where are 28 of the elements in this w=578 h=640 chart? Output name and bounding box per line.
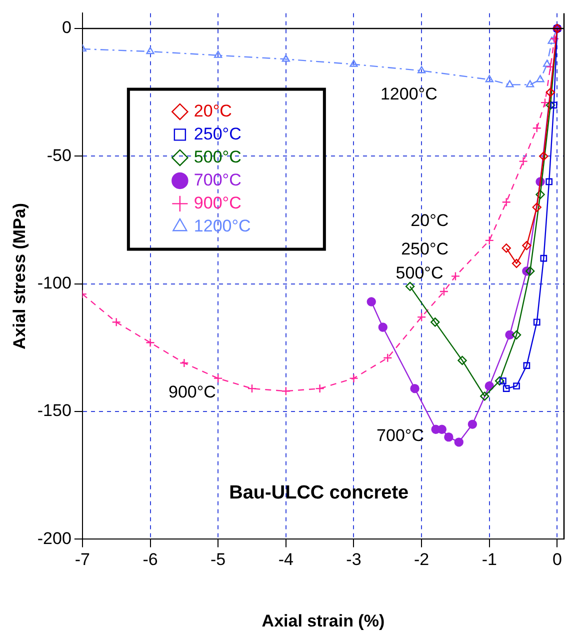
x-tick-label: -3 bbox=[346, 550, 362, 570]
y-axis-title: Axial stress (MPa) bbox=[10, 202, 29, 350]
legend-label: 700°C bbox=[194, 170, 242, 190]
legend-label: 1200°C bbox=[194, 216, 251, 236]
x-tick-label: -1 bbox=[482, 550, 497, 570]
y-tick-label: -100 bbox=[37, 274, 72, 293]
y-tick-label: -150 bbox=[37, 401, 72, 420]
legend-label: 900°C bbox=[194, 193, 242, 212]
annotation: 900°C bbox=[168, 382, 216, 402]
annotation: Bau-ULCC concrete bbox=[229, 482, 409, 504]
x-tick-label: -5 bbox=[210, 550, 226, 570]
x-tick-label: -6 bbox=[142, 550, 158, 570]
annotation: 700°C bbox=[376, 426, 424, 445]
y-tick-label: 0 bbox=[62, 18, 72, 38]
legend-label: 20°C bbox=[194, 101, 232, 120]
annotation: 1200°C bbox=[380, 84, 438, 104]
legend-label: 500°C bbox=[194, 147, 242, 166]
annotation: 250°C bbox=[401, 240, 449, 259]
x-tick-label: -7 bbox=[74, 550, 90, 570]
y-tick-label: -200 bbox=[37, 528, 72, 548]
x-tick-label: 0 bbox=[552, 550, 562, 570]
annotation: 500°C bbox=[396, 263, 444, 282]
x-tick-label: -2 bbox=[414, 550, 430, 570]
legend-label: 250°C bbox=[194, 124, 242, 144]
x-axis-title: Axial strain (%) bbox=[262, 611, 385, 630]
x-tick-label: -4 bbox=[278, 550, 294, 570]
annotation: 20°C bbox=[410, 211, 449, 230]
y-tick-label: -50 bbox=[46, 146, 72, 165]
